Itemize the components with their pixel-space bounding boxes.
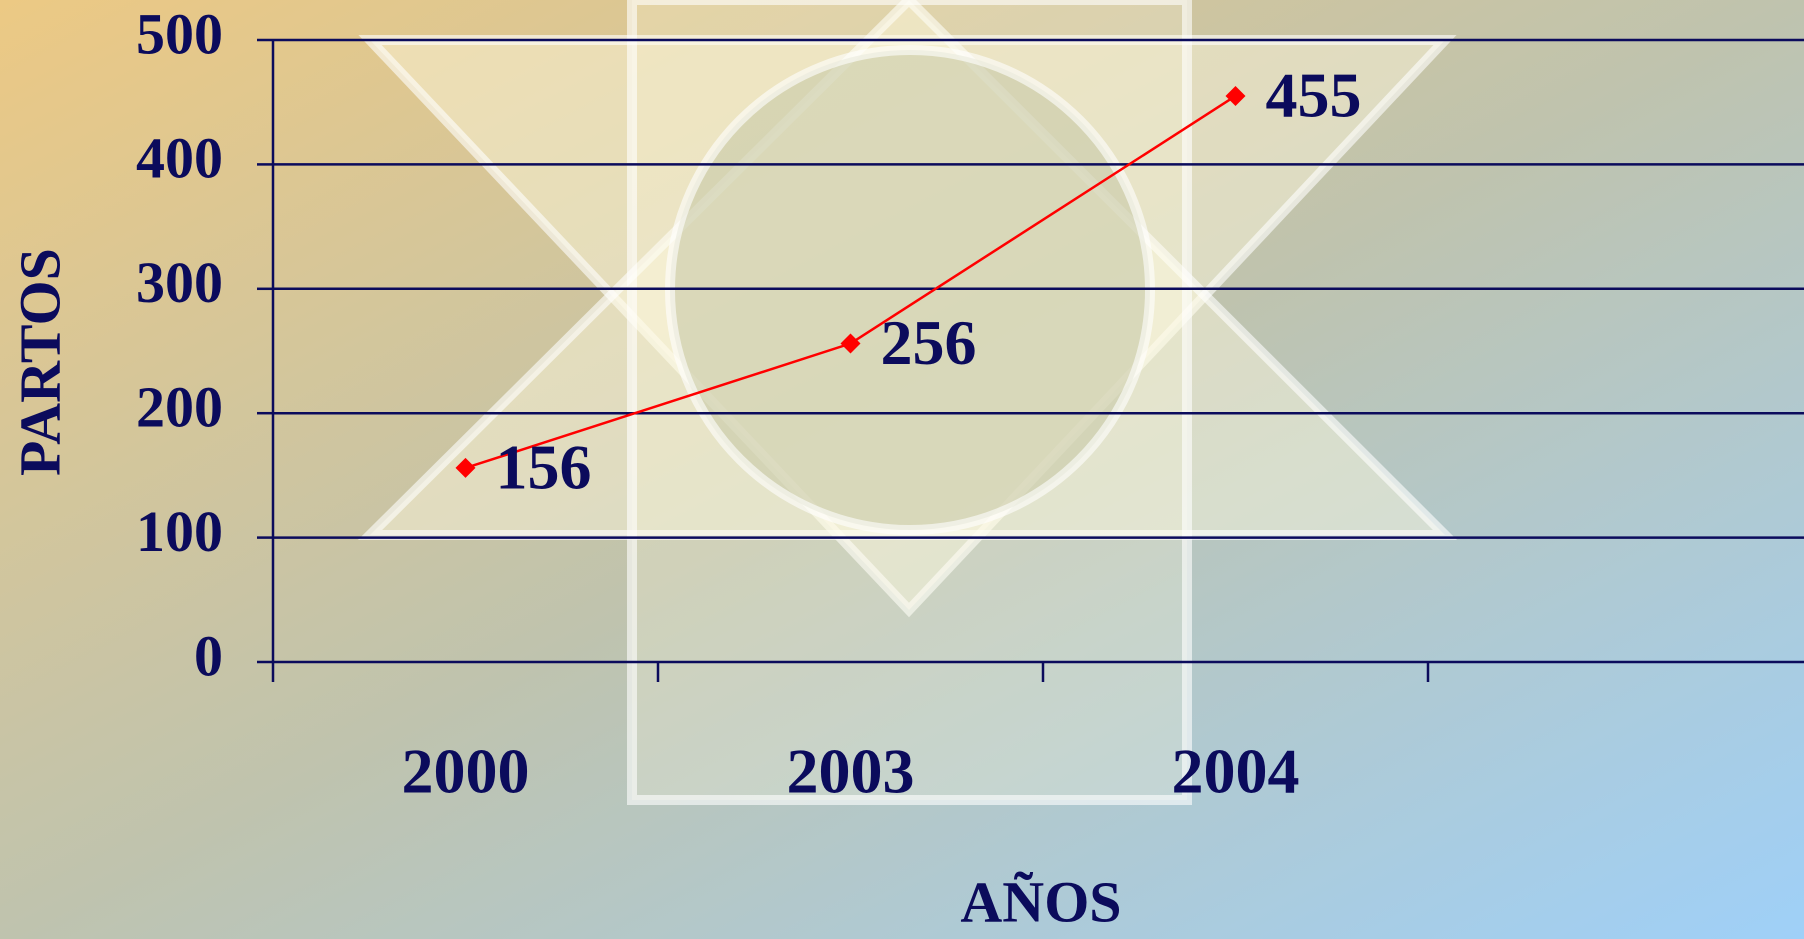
- x-tick-label: 2000: [402, 736, 530, 807]
- data-label: 156: [496, 432, 592, 503]
- y-tick-label: 300: [136, 250, 223, 315]
- x-axis-title: AÑOS: [960, 869, 1121, 934]
- y-tick-label: 100: [136, 499, 223, 564]
- x-tick-label: 2003: [787, 736, 915, 807]
- y-axis-title: PARTOS: [7, 248, 72, 476]
- y-tick-label: 200: [136, 375, 223, 440]
- marker: [455, 457, 476, 478]
- y-tick-label: 400: [136, 126, 223, 191]
- data-label: 455: [1266, 60, 1362, 131]
- marker: [840, 333, 861, 354]
- data-label: 256: [881, 307, 977, 378]
- y-tick-label: 0: [194, 623, 223, 688]
- marker: [1225, 85, 1246, 106]
- x-tick-label: 2004: [1172, 736, 1300, 807]
- y-tick-label: 500: [136, 1, 223, 66]
